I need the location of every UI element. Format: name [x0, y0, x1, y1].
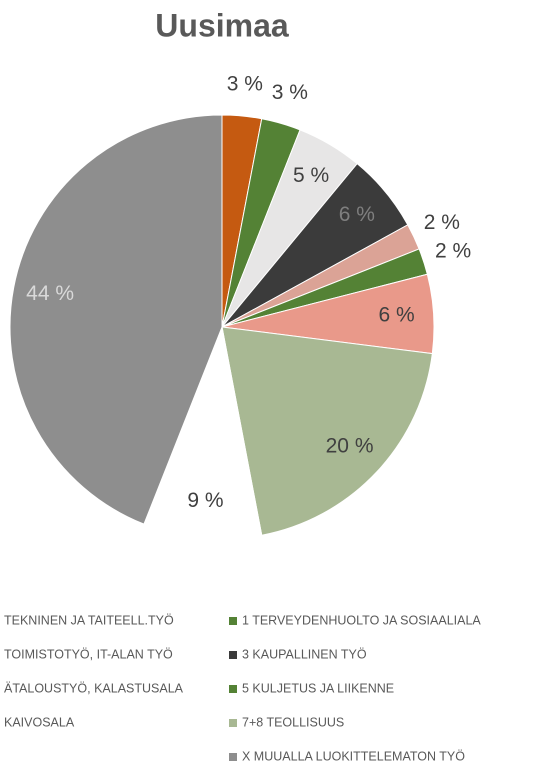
data-label: 9 % [187, 489, 223, 512]
legend-label: TOIMISTOTYÖ, IT-ALAN TYÖ [4, 647, 173, 661]
legend-swatch [229, 753, 237, 761]
data-label: 5 % [293, 164, 329, 187]
data-label: 6 % [339, 203, 375, 226]
data-label: 3 % [227, 73, 263, 96]
legend-swatch [229, 685, 237, 693]
data-label: 2 % [435, 239, 471, 262]
legend-label: 3 KAUPALLINEN TYÖ [242, 647, 367, 661]
data-label: 20 % [326, 434, 374, 457]
pie-slice [143, 325, 263, 540]
legend-label: 7+8 TEOLLISUUS [242, 715, 344, 729]
legend-label: X MUUALLA LUOKITTELEMATON TYÖ [242, 749, 465, 763]
data-label: 2 % [424, 211, 460, 234]
pie-slice [221, 326, 433, 536]
pie-slice [9, 114, 223, 525]
data-label: 44 % [26, 282, 74, 305]
legend-label: KAIVOSALA [4, 715, 75, 729]
legend-label: 5 KULJETUS JA LIIKENNE [242, 681, 394, 695]
chart-title: Uusimaa [155, 7, 289, 43]
legend-swatch [229, 651, 237, 659]
legend-label: ÄTALOUSTYÖ, KALASTUSALA [4, 681, 184, 695]
data-label: 6 % [379, 304, 415, 327]
legend-label: TEKNINEN JA TAITEELL.TYÖ [4, 613, 174, 627]
legend-swatch [229, 617, 237, 625]
legend-label: 1 TERVEYDENHUOLTO JA SOSIAALIALA [242, 613, 481, 627]
data-label: 3 % [272, 81, 308, 104]
legend-swatch [229, 719, 237, 727]
